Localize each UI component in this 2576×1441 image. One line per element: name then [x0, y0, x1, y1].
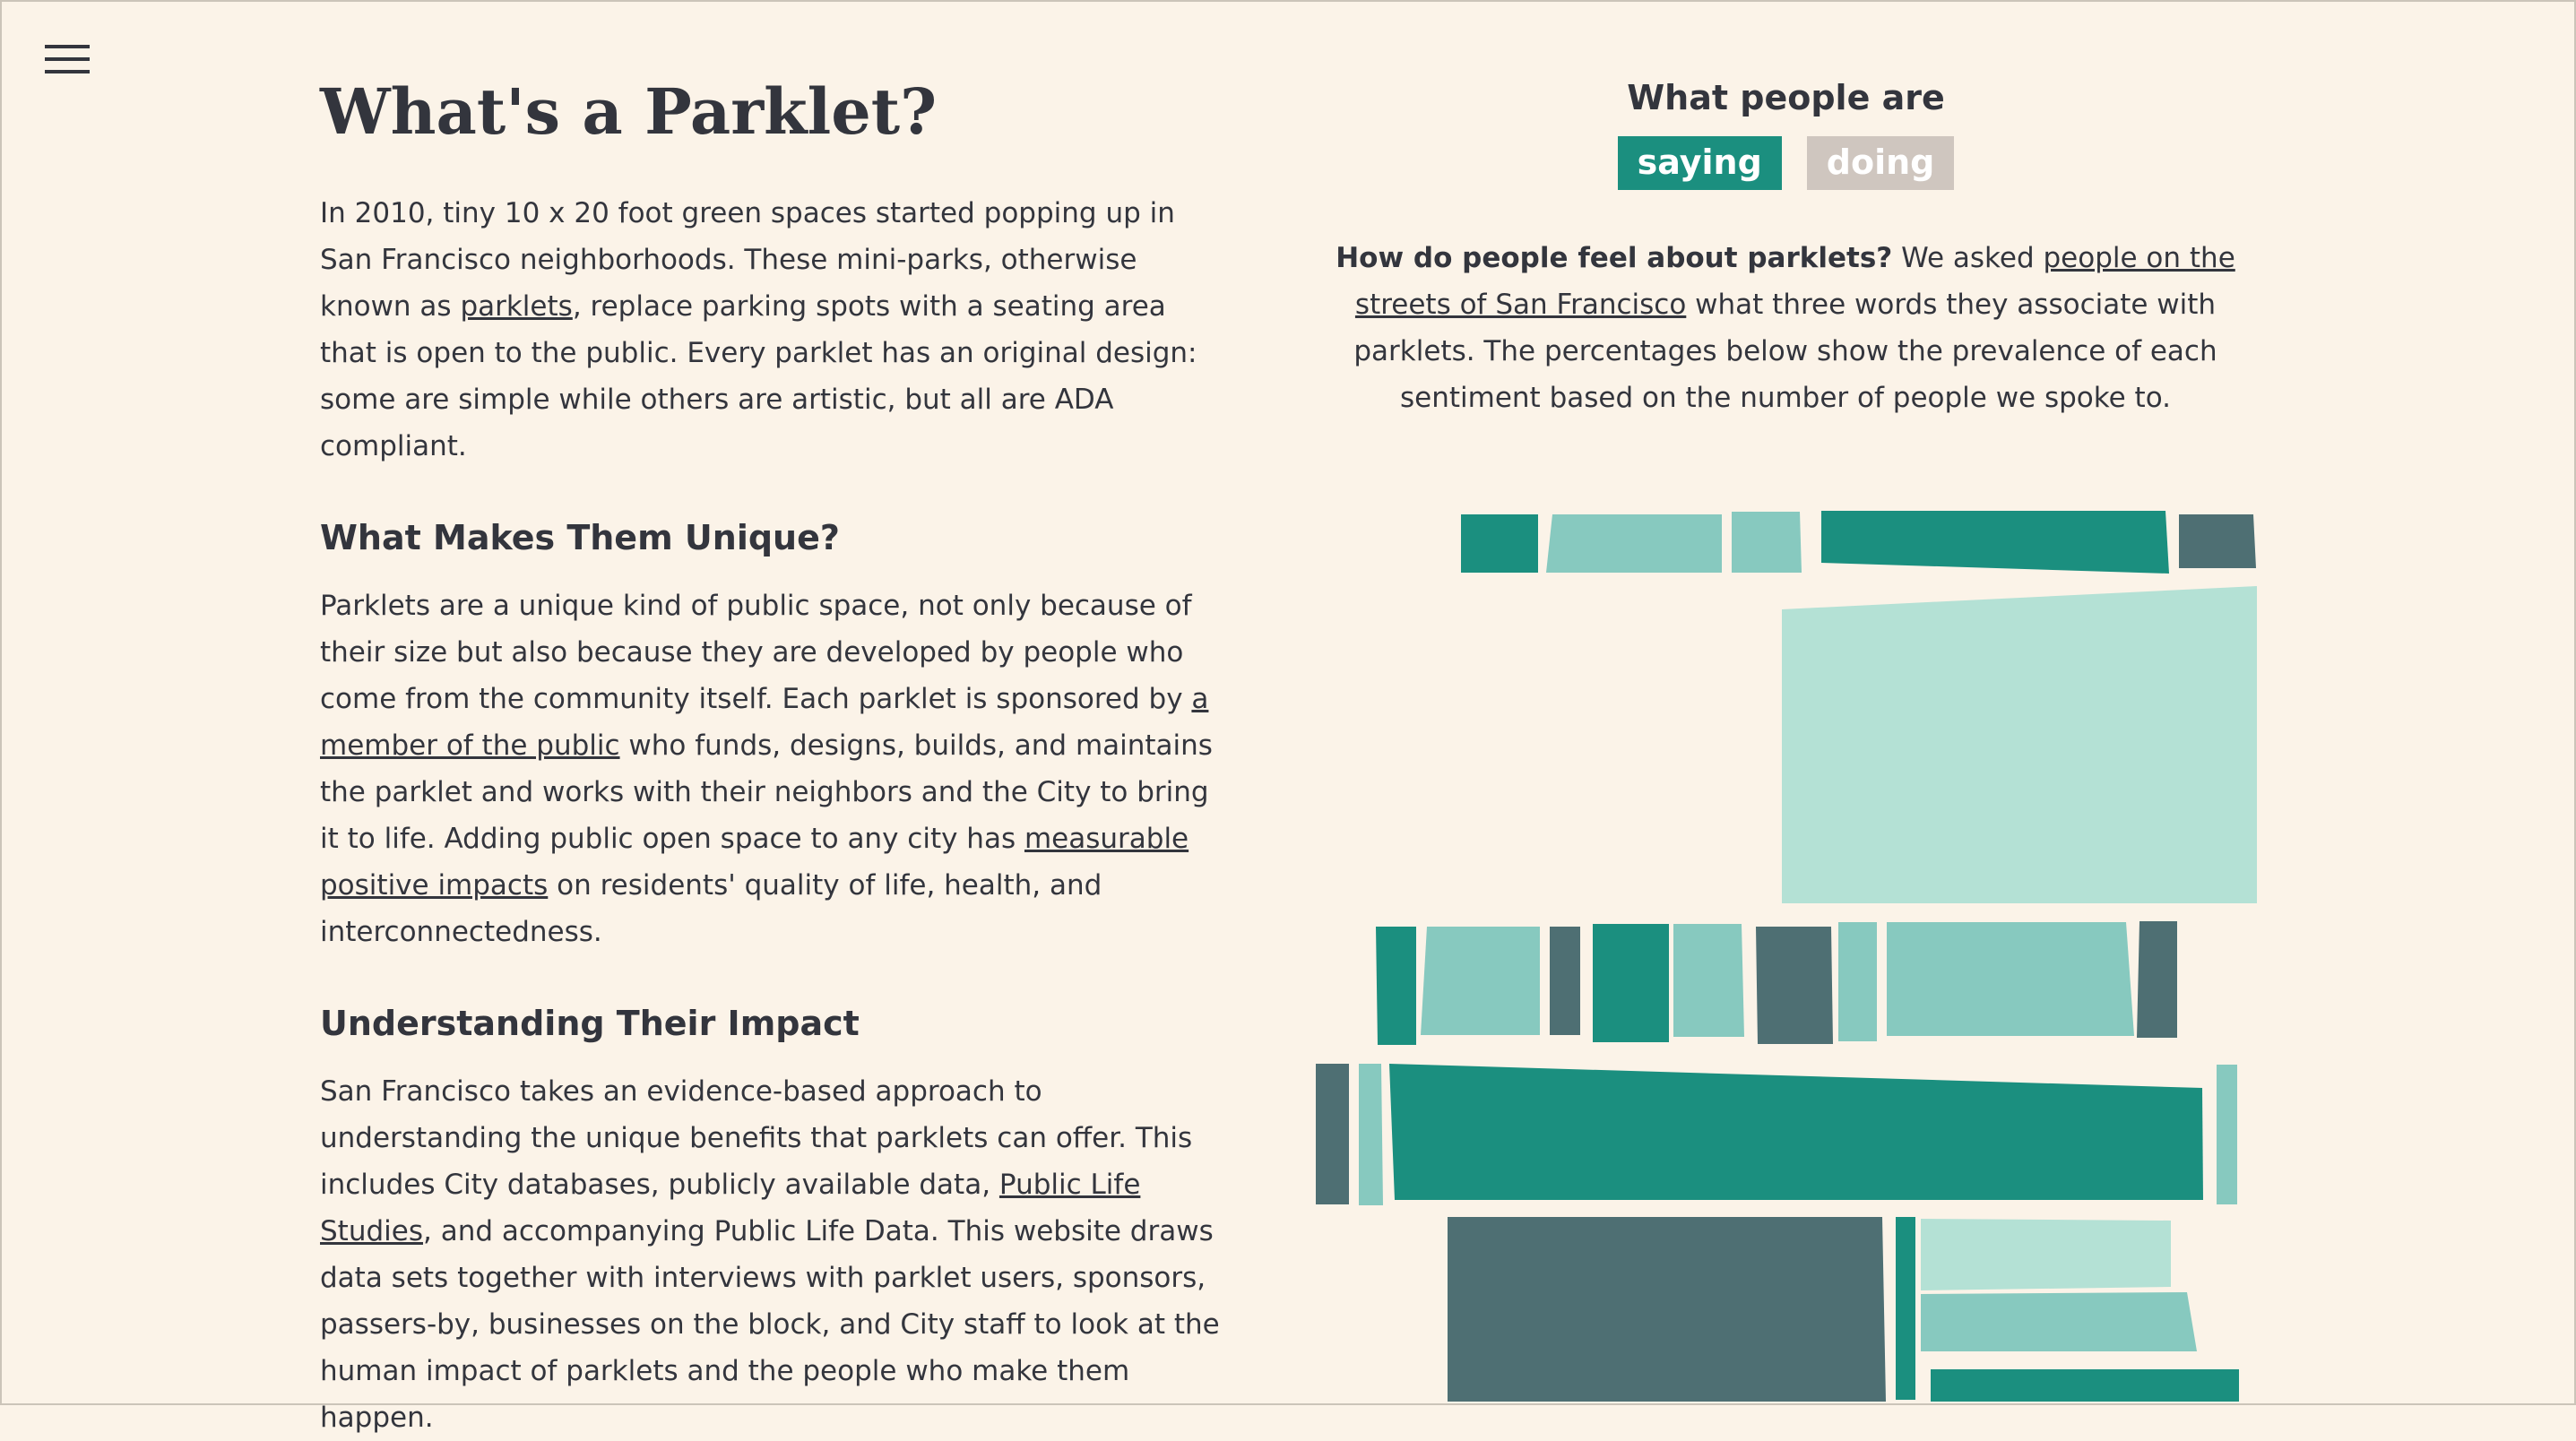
sentiment-title: What people are [1627, 78, 1945, 117]
sentiment-tile[interactable] [1931, 1369, 2239, 1402]
sentiment-tile[interactable] [1546, 514, 1722, 573]
parklets-link[interactable]: parklets [460, 290, 573, 323]
sentiment-tile[interactable] [1448, 1217, 1886, 1402]
unique-paragraph: Parklets are a unique kind of public spa… [320, 582, 1225, 955]
sentiment-tile[interactable] [1421, 927, 1540, 1035]
intro-paragraph: In 2010, tiny 10 x 20 foot green spaces … [320, 190, 1225, 470]
sentiment-tile[interactable] [1921, 1219, 2171, 1290]
sentiment-tile[interactable] [2137, 921, 2177, 1038]
sentiment-tile[interactable] [1921, 1292, 2197, 1351]
sentiment-tile[interactable] [2179, 514, 2256, 568]
sentiment-tile[interactable] [1593, 924, 1669, 1042]
sentiment-tile[interactable] [1316, 1064, 1349, 1204]
sentiment-intro-text-cont: what three words they associate with par… [1353, 289, 2217, 414]
section-heading-impact: Understanding Their Impact [320, 1004, 860, 1043]
measurable-impacts-link[interactable]: measurable positive impacts [320, 823, 1189, 902]
unique-text-end: on residents' quality of life, health, a… [320, 869, 1102, 948]
sentiment-tile[interactable] [1461, 514, 1538, 573]
impact-text: San Francisco takes an evidence-based ap… [320, 1075, 1193, 1201]
sentiment-tile[interactable] [1896, 1217, 1915, 1400]
unique-text: Parklets are a unique kind of public spa… [320, 590, 1192, 715]
doing-toggle[interactable]: doing [1806, 136, 1955, 190]
sentiment-tile[interactable] [1838, 922, 1877, 1041]
article: What's a Parklet? In 2010, tiny 10 x 20 … [320, 72, 1225, 1441]
sentiment-tile[interactable] [1756, 927, 1833, 1044]
sentiment-tile[interactable] [1376, 927, 1416, 1045]
sentiment-tile[interactable] [2217, 1065, 2237, 1204]
sentiment-intro-text: We asked [1892, 242, 2044, 274]
intro-text-cont: , replace parking spots with a seating a… [320, 290, 1197, 462]
intro-text: In 2010, tiny 10 x 20 foot green spaces … [320, 197, 1175, 323]
sentiment-tile[interactable] [1887, 922, 2134, 1036]
sentiment-tile[interactable] [1389, 1064, 2203, 1200]
page-title: What's a Parklet? [320, 74, 938, 149]
sentiment-intro: How do people feel about parklets? We as… [1319, 235, 2252, 421]
sentiment-header: What people are saying doing [1327, 73, 2245, 190]
sentiment-tile[interactable] [1673, 924, 1744, 1037]
member-of-public-link[interactable]: a member of the public [320, 683, 1209, 762]
sentiment-tile[interactable] [1732, 512, 1802, 573]
impact-paragraph: San Francisco takes an evidence-based ap… [320, 1068, 1225, 1441]
sentiment-question: How do people feel about parklets? [1336, 242, 1893, 274]
impact-text-cont: , and accompanying Public Life Data. Thi… [320, 1215, 1220, 1434]
unique-text-cont: who funds, designs, builds, and maintain… [320, 729, 1213, 855]
sentiment-tile[interactable] [1359, 1064, 1383, 1205]
section-heading-unique: What Makes Them Unique? [320, 518, 840, 557]
sentiment-treemap [1316, 511, 2257, 1402]
hamburger-menu-icon[interactable] [45, 45, 90, 75]
saying-toggle[interactable]: saying [1617, 136, 1782, 190]
sentiment-tile[interactable] [1550, 927, 1580, 1035]
public-life-studies-link[interactable]: Public Life Studies [320, 1169, 1141, 1247]
view-toggle: saying doing [1327, 136, 2245, 190]
people-on-streets-link[interactable]: people on the streets of San Francisco [1354, 242, 2235, 321]
sentiment-tile[interactable] [1782, 586, 2257, 903]
sentiment-tile[interactable] [1821, 511, 2169, 574]
